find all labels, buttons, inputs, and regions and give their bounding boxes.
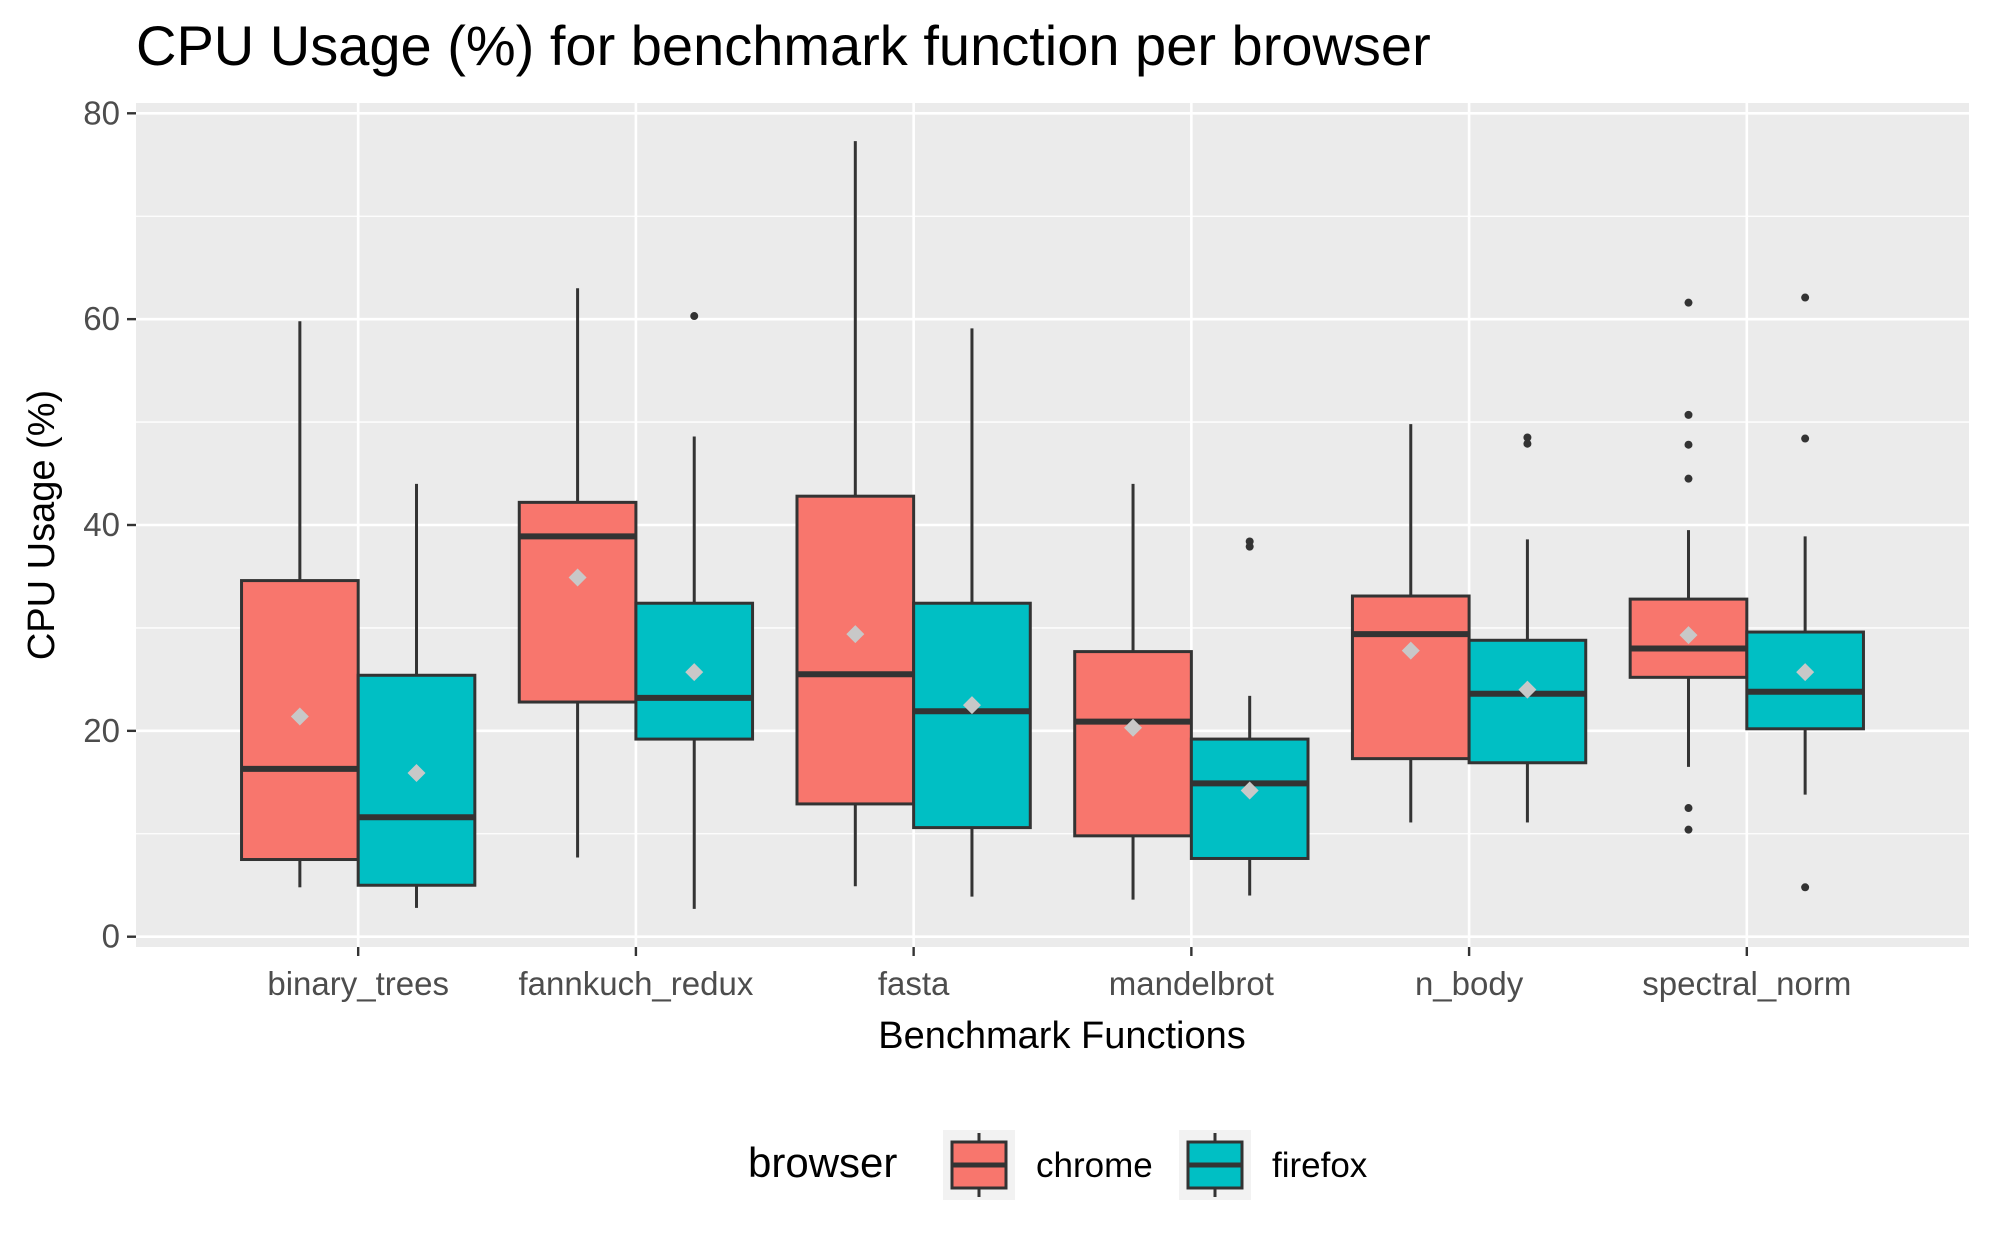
box-iqr: [912, 601, 1032, 830]
box-chrome-binary_trees: [240, 321, 360, 888]
mean-marker: [568, 568, 587, 587]
box-chrome-spectral_norm: [1628, 298, 1749, 834]
box-firefox-fannkuch_redux: [634, 312, 755, 909]
legend-label-firefox: firefox: [1272, 1146, 1368, 1185]
chart-title: CPU Usage (%) for benchmark function per…: [136, 14, 1431, 77]
outlier-point: [1684, 410, 1693, 419]
x-tick-label: fasta: [878, 965, 950, 1002]
outlier-point: [1245, 542, 1254, 551]
box-firefox-binary_trees: [356, 483, 477, 908]
y-tick-label: 0: [102, 918, 120, 955]
box-firefox-mandelbrot: [1189, 537, 1310, 896]
box-series: [240, 141, 1865, 909]
mean-marker: [962, 696, 981, 715]
mean-marker: [290, 707, 309, 726]
y-tick-label: 80: [83, 94, 120, 131]
x-tick-label: binary_trees: [267, 965, 449, 1002]
legend-label-chrome: chrome: [1036, 1146, 1153, 1185]
box-firefox-spectral_norm: [1745, 293, 1865, 892]
outlier-point: [1684, 825, 1693, 834]
outlier-point: [1684, 474, 1693, 483]
mean-marker: [1796, 663, 1815, 682]
outlier-point: [1684, 804, 1693, 813]
mean-marker: [1240, 781, 1259, 800]
box-iqr: [634, 601, 755, 741]
outlier-point: [1684, 440, 1693, 449]
box-iqr: [1628, 597, 1749, 679]
outlier-point: [1523, 433, 1532, 442]
x-axis-title: Benchmark Functions: [878, 1015, 1246, 1057]
outlier-point: [690, 312, 699, 321]
outlier-point: [1523, 439, 1532, 448]
box-chrome-mandelbrot: [1073, 483, 1193, 900]
x-tick-label: fannkuch_redux: [518, 965, 753, 1002]
box-firefox-n_body: [1467, 433, 1588, 823]
x-tick-label: spectral_norm: [1642, 965, 1851, 1002]
mean-marker: [1518, 680, 1537, 699]
box-chrome-n_body: [1350, 424, 1471, 823]
outlier-point: [1801, 434, 1810, 443]
outlier-point: [1801, 883, 1810, 892]
box-iqr: [795, 494, 916, 806]
box-iqr: [1467, 638, 1588, 765]
box-iqr: [1073, 650, 1193, 838]
legend-key-chrome: [943, 1130, 1015, 1200]
legend: browser chrome firefox: [748, 1130, 1368, 1200]
y-tick-label: 40: [83, 506, 120, 543]
y-axis: 0 20 40 60 80: [83, 94, 136, 955]
box-chrome-fannkuch_redux: [517, 288, 638, 858]
box-iqr: [1350, 594, 1471, 761]
legend-title: browser: [748, 1139, 897, 1186]
mean-marker: [1124, 718, 1143, 737]
x-tick-label: mandelbrot: [1109, 965, 1274, 1002]
x-axis: binary_trees fannkuch_redux fasta mandelbro…: [267, 947, 1851, 1002]
y-axis-title: CPU Usage (%): [21, 390, 63, 660]
mean-marker: [685, 663, 704, 682]
box-chrome-fasta: [795, 141, 916, 887]
box-firefox-fasta: [912, 328, 1032, 897]
legend-key-firefox: [1179, 1130, 1251, 1200]
y-tick-label: 20: [83, 712, 120, 749]
outlier-point: [1684, 298, 1693, 307]
mean-marker: [407, 764, 426, 783]
mean-marker: [1679, 626, 1698, 645]
mean-marker: [846, 625, 865, 644]
mean-marker: [1401, 641, 1420, 660]
y-tick-label: 60: [83, 300, 120, 337]
box-iqr: [517, 500, 638, 704]
outlier-point: [1801, 293, 1810, 302]
x-tick-label: n_body: [1415, 965, 1524, 1002]
